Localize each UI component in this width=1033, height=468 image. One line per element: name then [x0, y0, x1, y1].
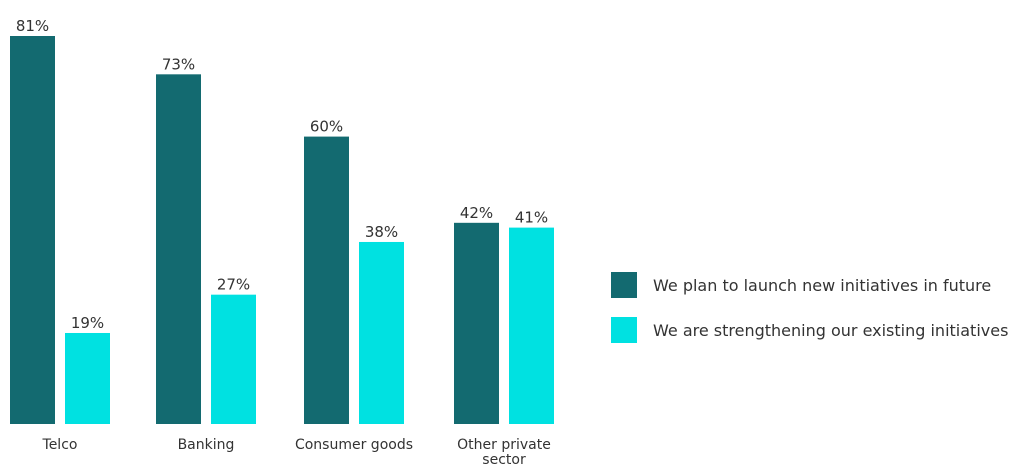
- bar-new-initiatives-1: [156, 74, 201, 424]
- data-label: 41%: [515, 209, 548, 227]
- data-label: 38%: [365, 223, 398, 241]
- data-label: 27%: [217, 276, 250, 294]
- bar-existing-initiatives-2: [359, 241, 404, 424]
- data-label: 42%: [460, 204, 493, 222]
- bar-existing-initiatives-1: [211, 294, 256, 424]
- legend-item-new-initiatives: We plan to launch new initiatives in fut…: [611, 272, 1008, 298]
- bar-chart: 81% 19% Telco 73% 27% Banking 60% 38% Consumer g…: [10, 17, 554, 468]
- legend-item-existing-initiatives: We are strengthening our existing initia…: [611, 317, 1008, 343]
- category-label: Consumer goods: [295, 437, 413, 453]
- data-label: 60%: [310, 118, 343, 136]
- legend: We plan to launch new initiatives in fut…: [611, 272, 1008, 362]
- legend-label: We are strengthening our existing initia…: [653, 320, 1009, 340]
- legend-label: We plan to launch new initiatives in fut…: [653, 275, 992, 295]
- bar-new-initiatives-2: [304, 136, 349, 424]
- legend-swatch-cyan: [611, 317, 637, 343]
- data-label: 81%: [16, 17, 49, 35]
- bar-existing-initiatives-0: [65, 332, 110, 424]
- bar-new-initiatives-0: [10, 36, 55, 424]
- data-label: 19%: [71, 314, 104, 332]
- bar-new-initiatives-3: [454, 222, 499, 424]
- category-label: Other private sector: [457, 437, 551, 468]
- category-label: Banking: [178, 437, 235, 453]
- legend-swatch-dark-teal: [611, 272, 637, 298]
- bar-existing-initiatives-3: [509, 227, 554, 424]
- data-label: 73%: [162, 55, 195, 73]
- category-label: Telco: [42, 437, 78, 453]
